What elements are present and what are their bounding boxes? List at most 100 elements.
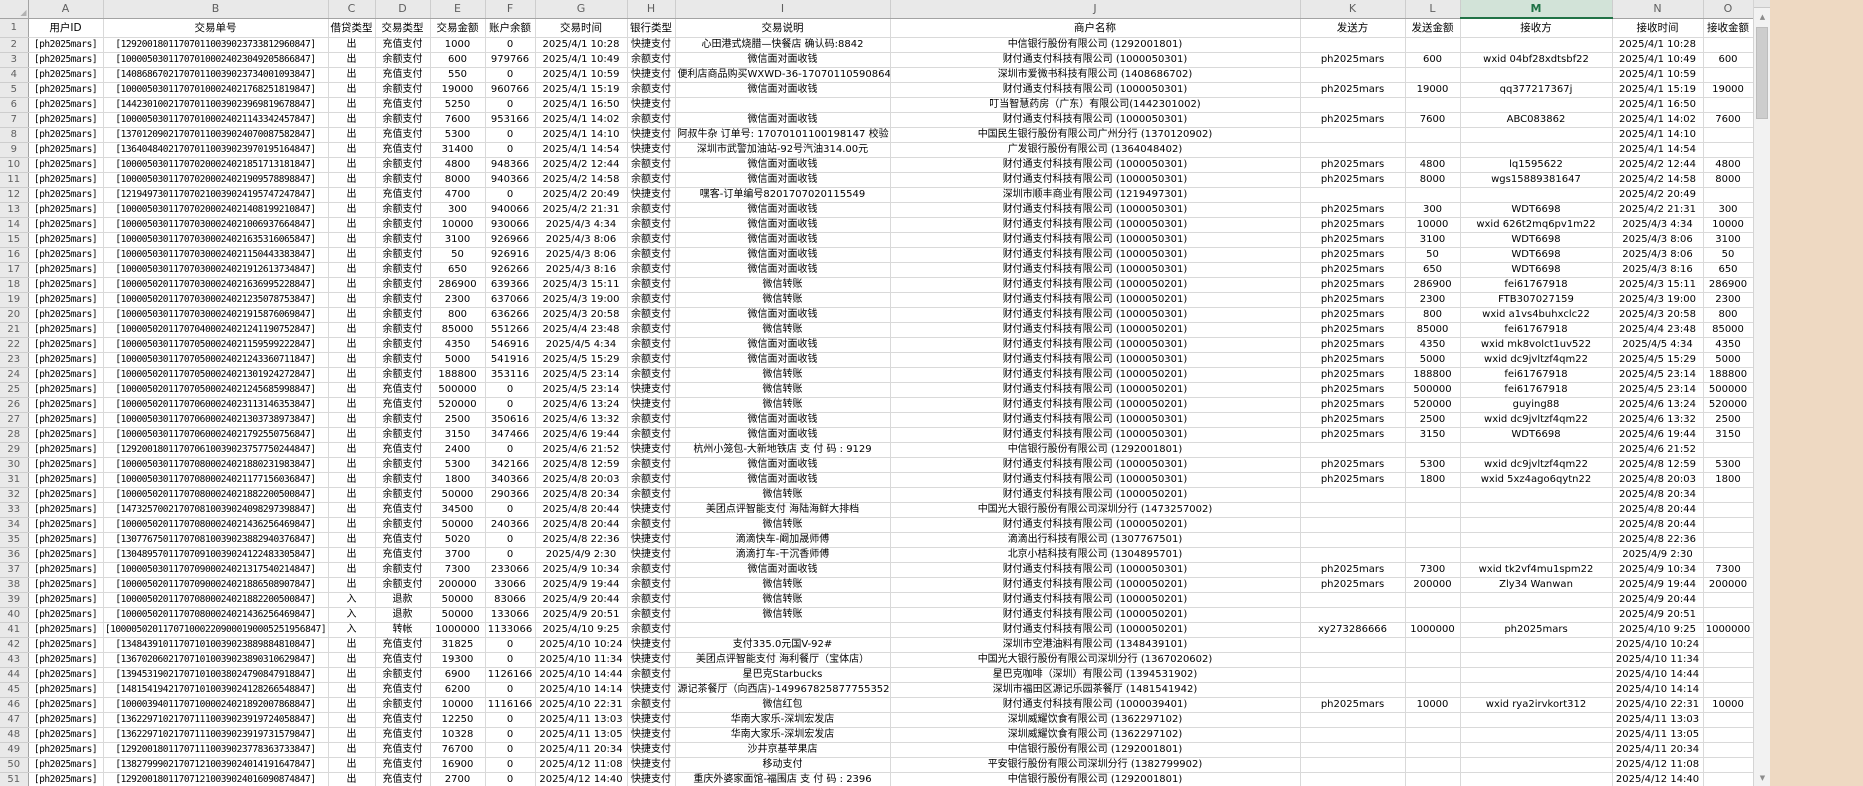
cell-D38[interactable]: 余额支付 — [375, 577, 431, 593]
cell-B8[interactable]: [137012090217070110039024070087582847] — [103, 127, 329, 143]
cell-A37[interactable]: [ph2025mars] — [28, 562, 104, 578]
cell-M28[interactable]: WDT6698 — [1460, 427, 1613, 443]
cell-C50[interactable]: 出 — [328, 757, 376, 773]
column-header-H[interactable]: H — [627, 0, 676, 19]
cell-H15[interactable]: 余额支付 — [627, 232, 676, 248]
cell-A29[interactable]: [ph2025mars] — [28, 442, 104, 458]
cell-F41[interactable]: 1133066 — [485, 622, 536, 638]
cell-K49[interactable] — [1300, 742, 1406, 758]
field-header-N[interactable]: 接收时间 — [1612, 18, 1704, 38]
cell-N19[interactable]: 2025/4/3 19:00 — [1612, 292, 1704, 308]
cell-I41[interactable] — [675, 622, 891, 638]
cell-M9[interactable] — [1460, 142, 1613, 158]
cell-A8[interactable]: [ph2025mars] — [28, 127, 104, 143]
column-header-D[interactable]: D — [375, 0, 431, 19]
cell-G39[interactable]: 2025/4/9 20:44 — [535, 592, 628, 608]
cell-E43[interactable]: 19300 — [430, 652, 486, 668]
cell-L24[interactable]: 188800 — [1405, 367, 1461, 383]
cell-K16[interactable]: ph2025mars — [1300, 247, 1406, 263]
cell-H46[interactable]: 余额支付 — [627, 697, 676, 713]
cell-E51[interactable]: 2700 — [430, 772, 486, 786]
cell-A39[interactable]: [ph2025mars] — [28, 592, 104, 608]
cell-C7[interactable]: 出 — [328, 112, 376, 128]
cell-D39[interactable]: 退款 — [375, 592, 431, 608]
cell-N9[interactable]: 2025/4/1 14:54 — [1612, 142, 1704, 158]
cell-F23[interactable]: 541916 — [485, 352, 536, 368]
cell-K12[interactable] — [1300, 187, 1406, 203]
cell-M13[interactable]: WDT6698 — [1460, 202, 1613, 218]
cell-O16[interactable]: 50 — [1703, 247, 1754, 263]
cell-H42[interactable]: 快捷支付 — [627, 637, 676, 653]
cell-J18[interactable]: 财付通支付科技有限公司 (1000050201) — [890, 277, 1301, 293]
cell-D33[interactable]: 充值支付 — [375, 502, 431, 518]
cell-I23[interactable]: 微信面对面收钱 — [675, 352, 891, 368]
cell-H18[interactable]: 余额支付 — [627, 277, 676, 293]
cell-F50[interactable]: 0 — [485, 757, 536, 773]
cell-K42[interactable] — [1300, 637, 1406, 653]
cell-J4[interactable]: 深圳市爱微书科技有限公司 (1408686702) — [890, 67, 1301, 83]
cell-G30[interactable]: 2025/4/8 12:59 — [535, 457, 628, 473]
cell-F8[interactable]: 0 — [485, 127, 536, 143]
cell-I47[interactable]: 华南大家乐-深圳宏发店 — [675, 712, 891, 728]
cell-B25[interactable]: [100005020117070500024021245685998847] — [103, 382, 329, 398]
cell-K19[interactable]: ph2025mars — [1300, 292, 1406, 308]
cell-M51[interactable] — [1460, 772, 1613, 786]
row-header-12[interactable]: 12 — [0, 187, 29, 203]
cell-B20[interactable]: [100005030117070300024021915876069847] — [103, 307, 329, 323]
cell-A40[interactable]: [ph2025mars] — [28, 607, 104, 623]
cell-N26[interactable]: 2025/4/6 13:24 — [1612, 397, 1704, 413]
cell-E19[interactable]: 2300 — [430, 292, 486, 308]
cell-L5[interactable]: 19000 — [1405, 82, 1461, 98]
cell-N23[interactable]: 2025/4/5 15:29 — [1612, 352, 1704, 368]
cell-L36[interactable] — [1405, 547, 1461, 563]
cell-A49[interactable]: [ph2025mars] — [28, 742, 104, 758]
cell-M43[interactable] — [1460, 652, 1613, 668]
cell-H14[interactable]: 余额支付 — [627, 217, 676, 233]
cell-A11[interactable]: [ph2025mars] — [28, 172, 104, 188]
cell-H21[interactable]: 余额支付 — [627, 322, 676, 338]
cell-I35[interactable]: 滴滴快车-阚加晟师傅 — [675, 532, 891, 548]
row-header-43[interactable]: 43 — [0, 652, 29, 668]
cell-N15[interactable]: 2025/4/3 8:06 — [1612, 232, 1704, 248]
cell-F46[interactable]: 1116166 — [485, 697, 536, 713]
cell-A3[interactable]: [ph2025mars] — [28, 52, 104, 68]
field-header-E[interactable]: 交易金额 — [430, 18, 486, 38]
scroll-down-icon[interactable]: ▼ — [1759, 774, 1766, 782]
cell-K11[interactable]: ph2025mars — [1300, 172, 1406, 188]
cell-O32[interactable] — [1703, 487, 1754, 503]
cell-D14[interactable]: 余额支付 — [375, 217, 431, 233]
cell-O12[interactable] — [1703, 187, 1754, 203]
cell-C49[interactable]: 出 — [328, 742, 376, 758]
cell-A51[interactable]: [ph2025mars] — [28, 772, 104, 786]
cell-G6[interactable]: 2025/4/1 16:50 — [535, 97, 628, 113]
cell-I26[interactable]: 微信转账 — [675, 397, 891, 413]
field-header-O[interactable]: 接收金额 — [1703, 18, 1754, 38]
cell-O41[interactable]: 1000000 — [1703, 622, 1754, 638]
cell-N41[interactable]: 2025/4/10 9:25 — [1612, 622, 1704, 638]
cell-H45[interactable]: 快捷支付 — [627, 682, 676, 698]
cell-B51[interactable]: [129200180117071210039024016090874847] — [103, 772, 329, 786]
cell-M50[interactable] — [1460, 757, 1613, 773]
cell-D40[interactable]: 退款 — [375, 607, 431, 623]
cell-M38[interactable]: Zly34 Wanwan — [1460, 577, 1613, 593]
cell-G7[interactable]: 2025/4/1 14:02 — [535, 112, 628, 128]
field-header-K[interactable]: 发送方 — [1300, 18, 1406, 38]
cell-H38[interactable]: 余额支付 — [627, 577, 676, 593]
row-header-28[interactable]: 28 — [0, 427, 29, 443]
cell-A33[interactable]: [ph2025mars] — [28, 502, 104, 518]
cell-O49[interactable] — [1703, 742, 1754, 758]
cell-I16[interactable]: 微信面对面收钱 — [675, 247, 891, 263]
cell-K25[interactable]: ph2025mars — [1300, 382, 1406, 398]
cell-C20[interactable]: 出 — [328, 307, 376, 323]
cell-O11[interactable]: 8000 — [1703, 172, 1754, 188]
select-all-corner[interactable]: ◢ — [0, 0, 29, 19]
cell-M25[interactable]: fei61767918 — [1460, 382, 1613, 398]
cell-B34[interactable]: [100005020117070800024021436256469847] — [103, 517, 329, 533]
cell-A2[interactable]: [ph2025mars] — [28, 37, 104, 53]
cell-N11[interactable]: 2025/4/2 14:58 — [1612, 172, 1704, 188]
row-header-3[interactable]: 3 — [0, 52, 29, 68]
cell-F28[interactable]: 347466 — [485, 427, 536, 443]
cell-H8[interactable]: 快捷支付 — [627, 127, 676, 143]
cell-N43[interactable]: 2025/4/10 11:34 — [1612, 652, 1704, 668]
cell-M11[interactable]: wgs15889381647 — [1460, 172, 1613, 188]
